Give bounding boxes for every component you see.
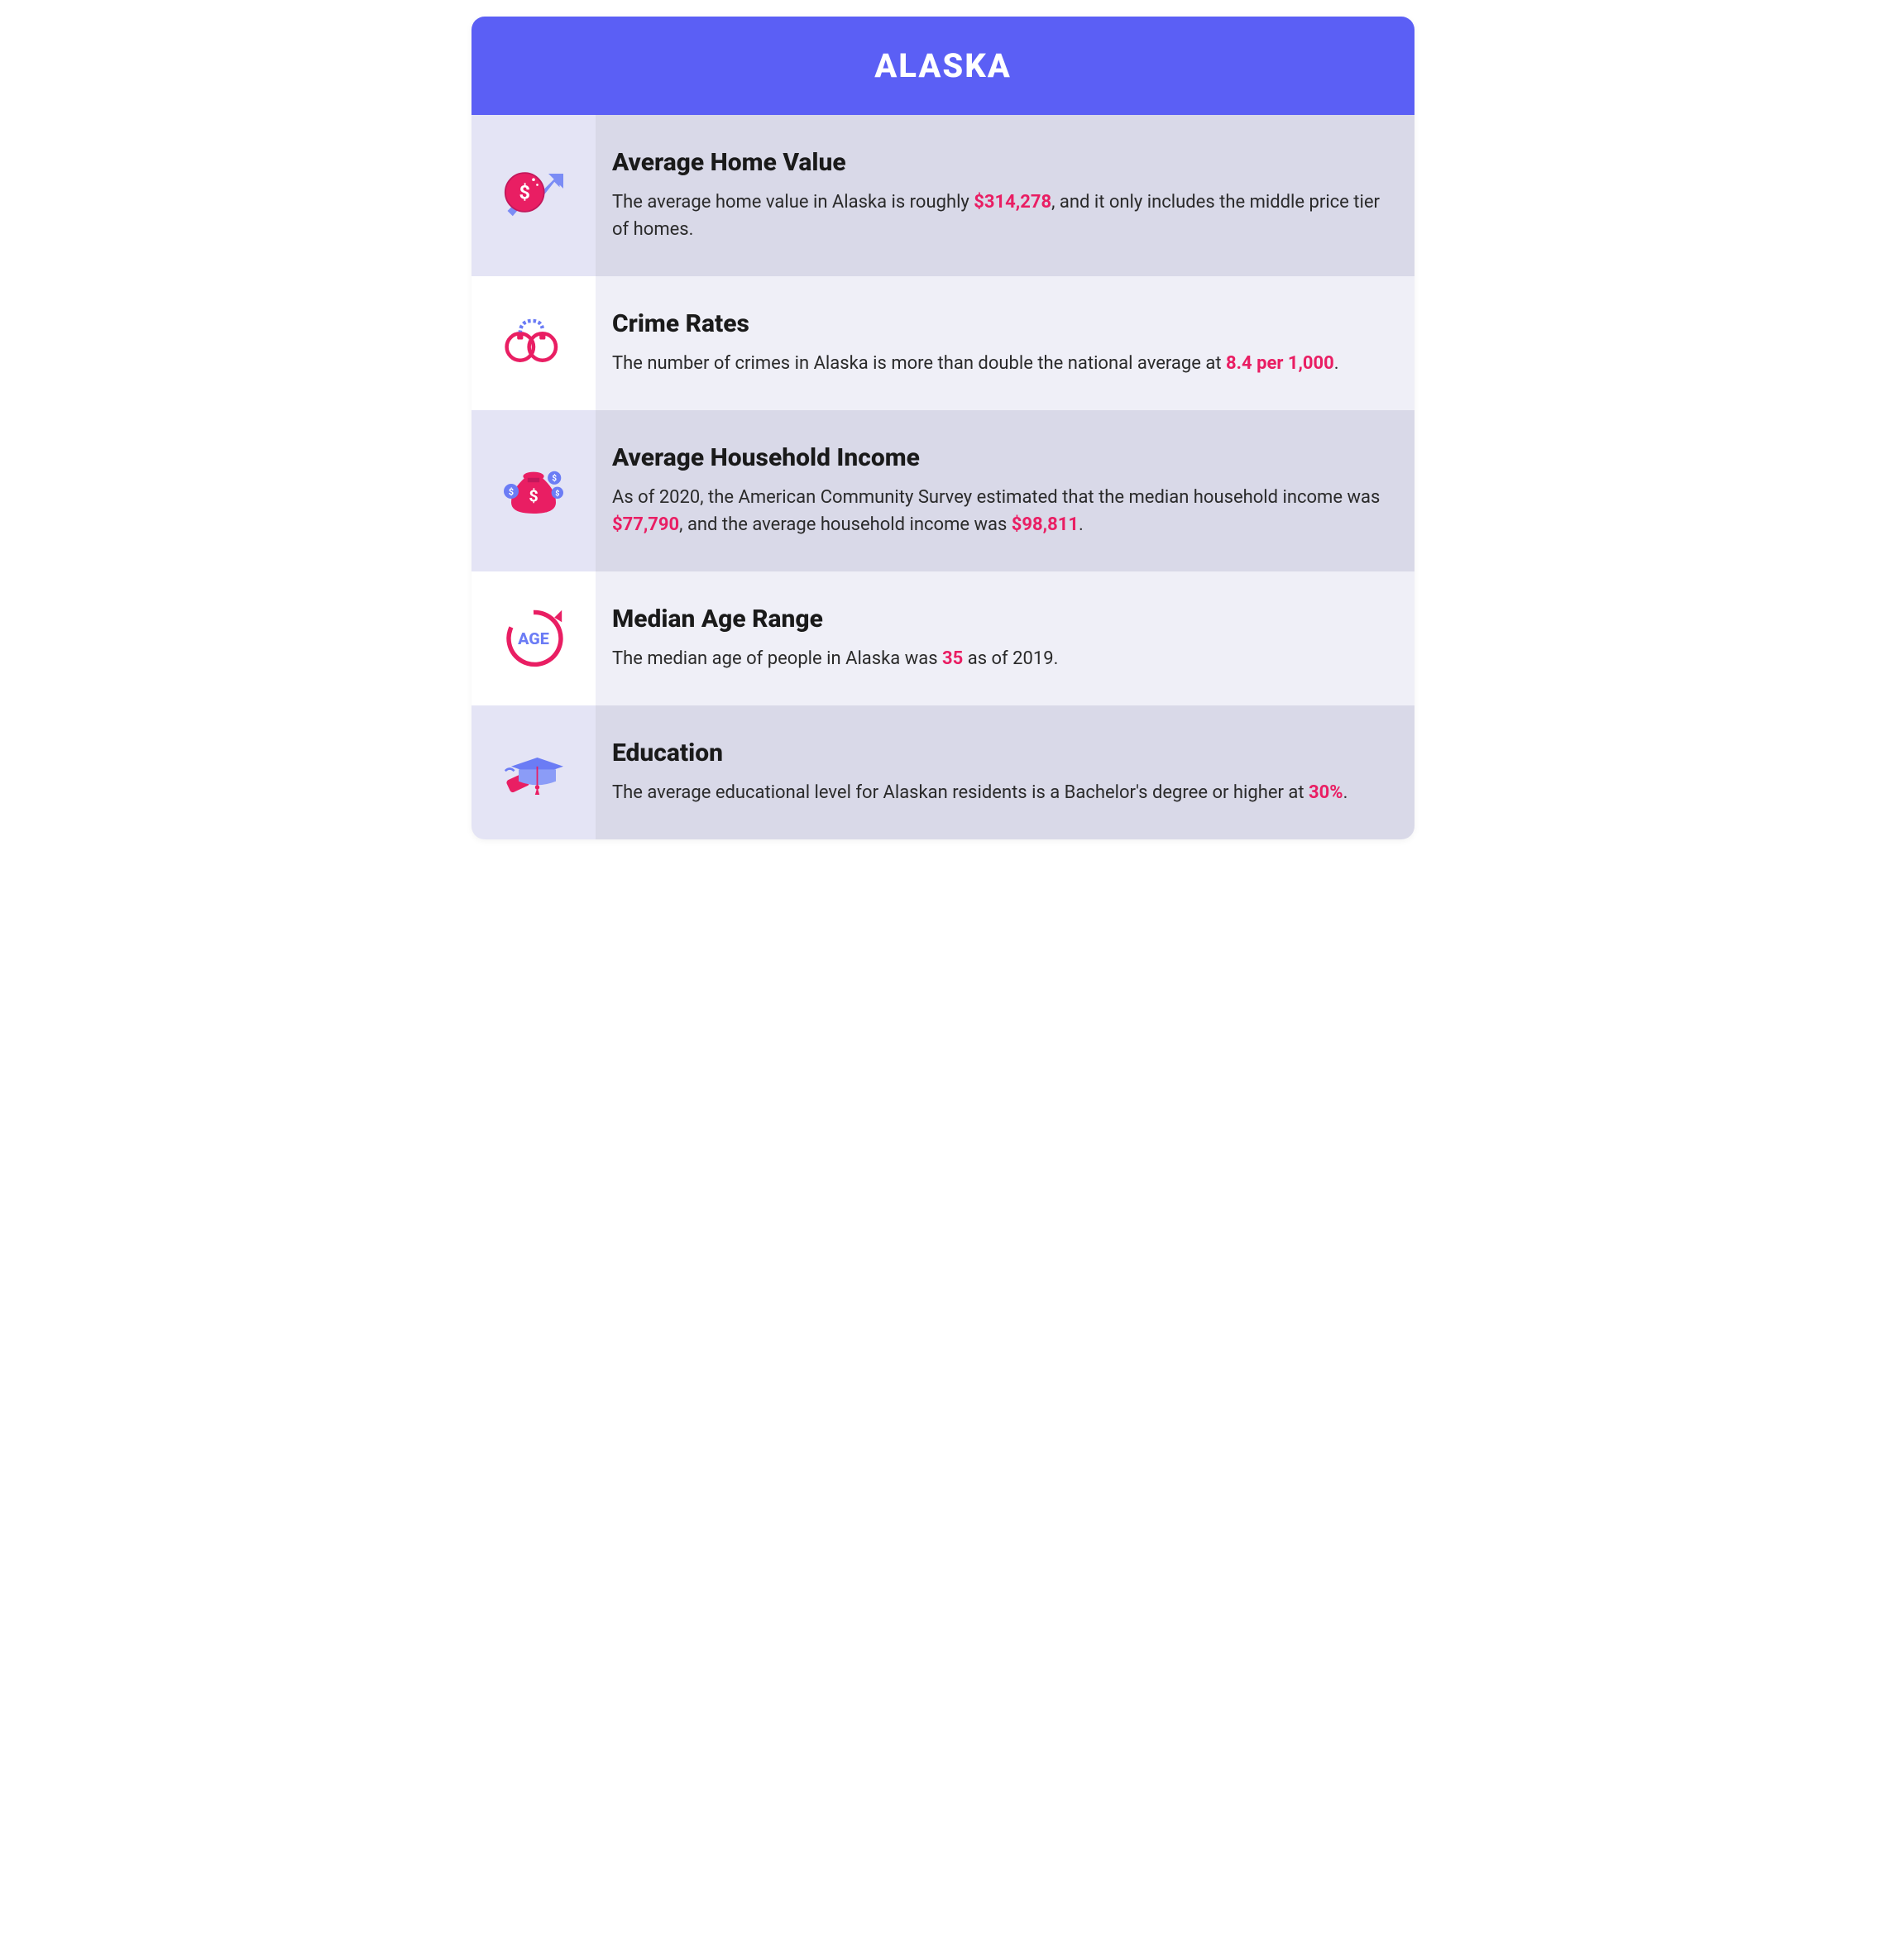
highlight-value: 35 (942, 648, 963, 669)
row-title: Average Home Value (612, 148, 1381, 177)
row-crime: Crime Rates The number of crimes in Alas… (472, 276, 1414, 410)
row-home-value: $ Average Home Value The average home va… (472, 115, 1414, 276)
content-cell: Crime Rates The number of crimes in Alas… (596, 276, 1414, 410)
icon-cell: $ (472, 115, 596, 276)
icon-cell: $ $ $ $ (472, 410, 596, 571)
svg-text:$: $ (519, 180, 529, 203)
highlight-value: $314,278 (974, 192, 1051, 213)
content-cell: Median Age Range The median age of peopl… (596, 571, 1414, 705)
content-cell: Average Home Value The average home valu… (596, 115, 1414, 276)
row-desc: The average educational level for Alaska… (612, 779, 1381, 806)
highlight-value: 30% (1309, 782, 1343, 803)
highlight-value: $77,790 (612, 514, 679, 535)
row-desc: The number of crimes in Alaska is more t… (612, 350, 1381, 377)
svg-text:AGE: AGE (518, 629, 549, 648)
row-title: Average Household Income (612, 443, 1381, 472)
row-desc: The average home value in Alaska is roug… (612, 189, 1381, 243)
icon-cell: AGE (472, 571, 596, 705)
row-title: Education (612, 739, 1381, 767)
content-cell: Education The average educational level … (596, 705, 1414, 839)
content-cell: Average Household Income As of 2020, the… (596, 410, 1414, 571)
svg-text:$: $ (552, 474, 557, 483)
row-title: Crime Rates (612, 309, 1381, 338)
highlight-value: 8.4 per 1,000 (1226, 353, 1334, 374)
svg-text:$: $ (555, 489, 559, 498)
svg-text:$: $ (529, 486, 538, 505)
education-icon (496, 735, 571, 810)
income-icon: $ $ $ $ (496, 454, 571, 528)
row-desc: As of 2020, the American Community Surve… (612, 484, 1381, 538)
row-title: Median Age Range (612, 605, 1381, 633)
header-title: ALASKA (874, 46, 1012, 85)
icon-cell (472, 276, 596, 410)
crime-icon (496, 306, 571, 380)
header: ALASKA (472, 17, 1414, 115)
home-value-icon: $ (496, 159, 571, 233)
svg-text:$: $ (509, 486, 514, 497)
infographic-card: ALASKA $ Average Home Value The average … (472, 17, 1414, 839)
row-income: $ $ $ $ Average Household Income As of 2… (472, 410, 1414, 571)
highlight-value: $98,811 (1012, 514, 1079, 535)
row-education: Education The average educational level … (472, 705, 1414, 839)
row-age: AGE Median Age Range The median age of p… (472, 571, 1414, 705)
row-desc: The median age of people in Alaska was 3… (612, 645, 1381, 672)
age-icon: AGE (496, 601, 571, 676)
icon-cell (472, 705, 596, 839)
